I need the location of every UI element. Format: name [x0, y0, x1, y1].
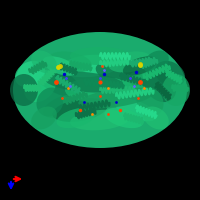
Ellipse shape	[13, 32, 187, 148]
Ellipse shape	[31, 63, 81, 97]
Ellipse shape	[52, 98, 108, 122]
Ellipse shape	[31, 107, 57, 129]
Ellipse shape	[96, 62, 144, 86]
Ellipse shape	[105, 108, 143, 128]
Ellipse shape	[136, 87, 164, 117]
Ellipse shape	[70, 47, 130, 65]
Ellipse shape	[24, 70, 56, 102]
Ellipse shape	[15, 61, 45, 87]
Ellipse shape	[78, 88, 154, 108]
Ellipse shape	[143, 51, 169, 73]
Ellipse shape	[43, 56, 77, 76]
Ellipse shape	[31, 51, 57, 73]
Ellipse shape	[162, 74, 190, 106]
Ellipse shape	[123, 56, 157, 76]
Ellipse shape	[70, 110, 130, 130]
Ellipse shape	[36, 87, 64, 117]
Ellipse shape	[65, 77, 135, 103]
Ellipse shape	[10, 74, 38, 106]
Ellipse shape	[115, 99, 157, 121]
Ellipse shape	[43, 94, 85, 118]
Ellipse shape	[143, 107, 169, 129]
Ellipse shape	[44, 71, 124, 93]
Ellipse shape	[108, 51, 152, 73]
Ellipse shape	[57, 108, 95, 128]
Ellipse shape	[144, 70, 176, 102]
Ellipse shape	[60, 55, 120, 77]
Ellipse shape	[155, 61, 185, 87]
Ellipse shape	[120, 65, 168, 95]
Ellipse shape	[48, 51, 92, 73]
